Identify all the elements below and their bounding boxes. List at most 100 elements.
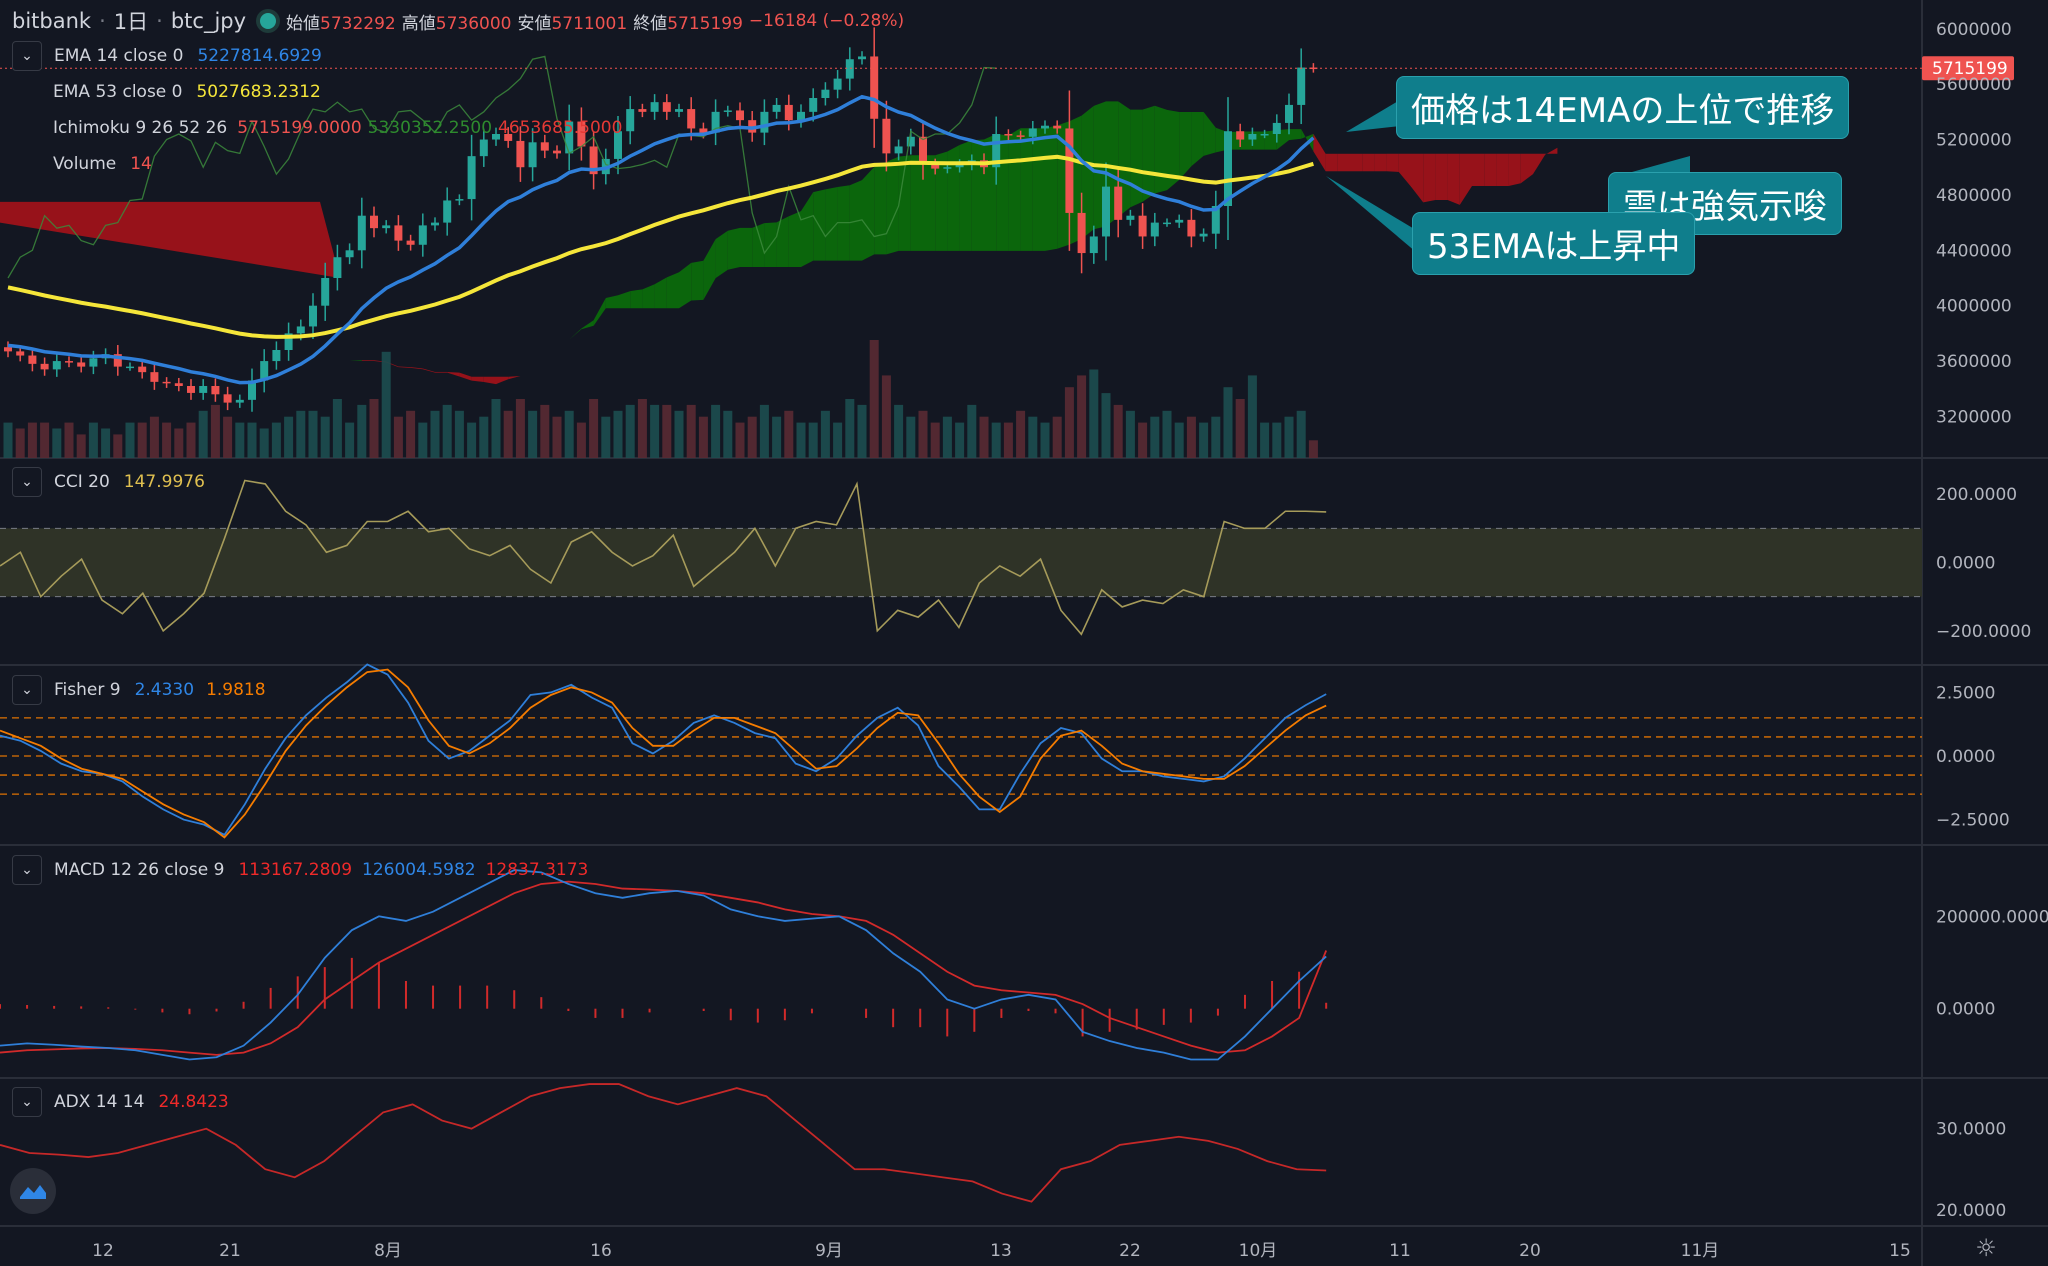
ichimoku-cloud-segment <box>1484 153 1497 187</box>
candle-body <box>296 326 305 334</box>
x-tick-label: 21 <box>219 1241 241 1261</box>
y-tick-label-cci: 0.0000 <box>1936 554 1995 574</box>
volume-bar <box>735 422 745 458</box>
volume-bar <box>467 422 477 458</box>
ichimoku-cloud-segment <box>1008 128 1021 251</box>
volume-bar <box>637 399 647 458</box>
candle-body <box>431 222 439 226</box>
volume-bar <box>235 422 245 458</box>
volume-bar <box>1235 399 1245 458</box>
chevron-down-icon[interactable]: ⌄ <box>12 41 42 71</box>
volume-bar <box>88 422 98 458</box>
chevron-down-icon[interactable]: ⌄ <box>12 675 42 705</box>
volume-bar <box>625 404 635 458</box>
ichimoku-cloud-segment <box>630 289 643 309</box>
volume-bar <box>1028 416 1038 458</box>
candle-body <box>492 134 500 140</box>
volume-bar <box>796 422 806 458</box>
legend-macd[interactable]: ⌄ MACD 12 26 close 9 113167.2809 126004.… <box>12 855 600 885</box>
interval[interactable]: 1日 <box>113 10 149 34</box>
candle-body <box>211 386 220 395</box>
ichimoku-cloud-segment <box>483 376 496 385</box>
chevron-down-icon[interactable]: ⌄ <box>12 1087 42 1117</box>
candle-body <box>760 111 769 133</box>
volume-bar <box>601 416 611 458</box>
volume-bar <box>918 410 928 458</box>
candle-body <box>370 215 378 229</box>
volume-bar <box>1125 410 1135 458</box>
symbol-header[interactable]: bitbank · 1日 · btc_jpy 始値5732292 高値57360… <box>12 6 910 36</box>
volume-bar <box>369 399 379 458</box>
price-pane[interactable] <box>0 27 1922 458</box>
legend-volume[interactable]: Volume 14 <box>53 154 152 174</box>
volume-bar <box>820 410 830 458</box>
ichimoku-cloud-segment <box>776 216 789 267</box>
cci-pane[interactable] <box>0 479 1922 636</box>
last-price-label: 5715199 <box>1932 59 2008 79</box>
volume-bar <box>1247 375 1257 458</box>
y-tick-label-price: 6000000 <box>1936 20 2012 40</box>
x-tick-label: 13 <box>990 1241 1012 1261</box>
ichimoku-cloud-segment <box>410 367 423 370</box>
legend-cci[interactable]: ⌄ CCI 20 147.9976 <box>12 467 217 497</box>
x-tick-label: 8月 <box>374 1241 402 1261</box>
callout-price-above-ema14[interactable]: 価格は14EMAの上位で推移 <box>1396 76 1850 139</box>
legend-ema53[interactable]: EMA 53 close 0 5027683.2312 <box>53 82 321 102</box>
y-tick-label-price: 5200000 <box>1936 131 2012 151</box>
ichimoku-cloud-segment <box>435 371 448 373</box>
legend-adx[interactable]: ⌄ ADX 14 14 24.8423 <box>12 1087 241 1117</box>
adx-line <box>0 1083 1327 1203</box>
macd-pane[interactable] <box>0 869 1328 1061</box>
ichimoku-cloud-segment <box>910 155 923 251</box>
ichimoku-cloud-segment <box>666 272 679 309</box>
legend-ema14[interactable]: ⌄ EMA 14 close 0 5227814.6929 <box>12 41 334 71</box>
candle-body <box>1211 206 1220 234</box>
chevron-down-icon[interactable]: ⌄ <box>12 855 42 885</box>
candle-body <box>577 121 586 147</box>
x-tick-label: 10月 <box>1239 1241 1278 1261</box>
tradingview-logo-icon[interactable] <box>10 1168 56 1214</box>
axes: 5715199 6000000 5600000 5200000 4800000 44000… <box>92 20 2048 1261</box>
candle-body <box>687 109 696 129</box>
ichimoku-cloud-segment <box>1020 128 1033 251</box>
candle-body <box>309 305 317 327</box>
x-tick-label: 22 <box>1119 1241 1141 1261</box>
y-tick-label-adx: 20.0000 <box>1936 1201 2006 1221</box>
y-tick-label-adx: 30.0000 <box>1936 1120 2006 1140</box>
x-tick-label: 16 <box>590 1241 612 1261</box>
candle-body <box>357 215 366 251</box>
callout-ema53-rising[interactable]: 53EMAは上昇中 <box>1412 212 1696 275</box>
adx-pane[interactable] <box>0 1083 1327 1203</box>
volume-bar <box>589 399 599 458</box>
candle-body <box>1126 215 1135 220</box>
gear-icon[interactable]: ☼ <box>1975 1234 1997 1262</box>
volume-bar <box>857 404 867 458</box>
volume-bar <box>1101 393 1111 458</box>
y-tick-label-macd: 0.0000 <box>1936 1000 1995 1020</box>
volume-bar <box>686 404 696 458</box>
symbol-name: btc_jpy <box>170 9 247 33</box>
ichimoku-cloud-segment <box>1276 129 1289 150</box>
fisher-pane[interactable] <box>0 663 1922 839</box>
legend-fisher[interactable]: ⌄ Fisher 9 2.4330 1.9818 <box>12 675 278 705</box>
ichimoku-cloud-segment <box>740 227 753 267</box>
candle-body <box>1187 219 1196 237</box>
candle-body <box>1053 125 1062 129</box>
ichimoku-cloud-segment <box>849 180 862 261</box>
x-tick-label: 11月 <box>1681 1241 1720 1261</box>
volume-bar <box>833 422 843 458</box>
volume-bar <box>3 422 13 458</box>
volume-bar <box>223 416 233 458</box>
legend-ichimoku[interactable]: Ichimoku 9 26 52 26 5715199.0000 5330352… <box>53 118 623 138</box>
volume-bar <box>40 422 50 458</box>
ichimoku-cloud-segment <box>1496 153 1509 187</box>
volume-bar <box>942 416 952 458</box>
candle-body <box>943 167 952 169</box>
chevron-down-icon[interactable]: ⌄ <box>12 467 42 497</box>
candle-body <box>89 358 98 367</box>
candle-body <box>479 139 488 157</box>
volume-bar <box>955 422 965 458</box>
ichimoku-cloud-segment <box>1203 111 1216 156</box>
volume-bar <box>76 434 86 458</box>
ichimoku-cloud-segment <box>593 297 606 326</box>
